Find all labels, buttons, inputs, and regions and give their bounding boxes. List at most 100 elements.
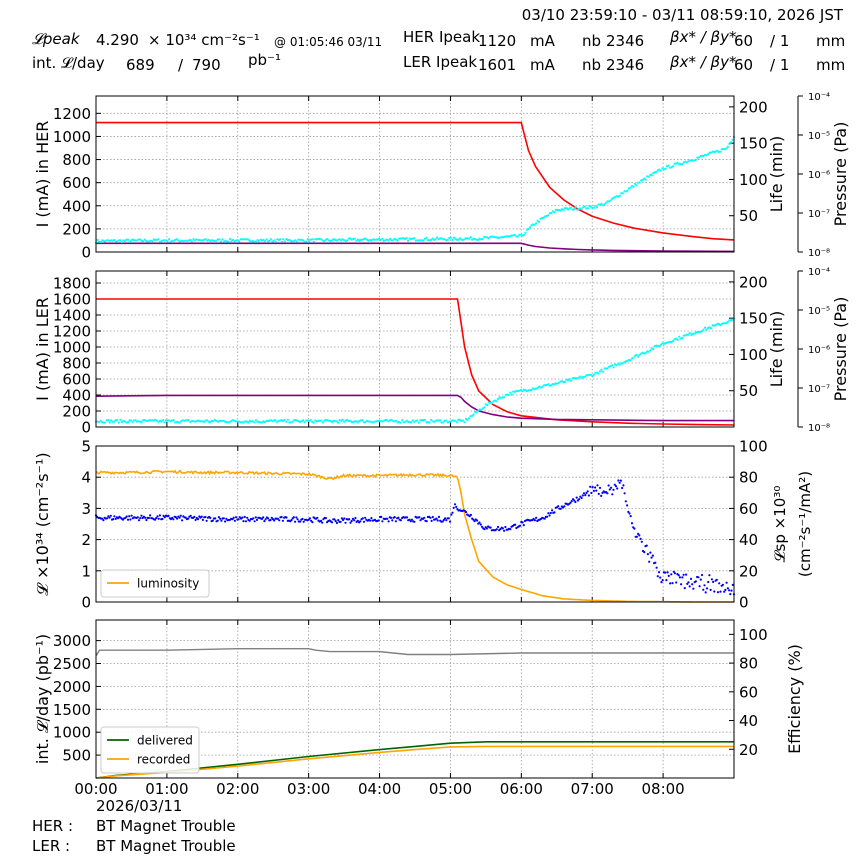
life-point (298, 420, 302, 424)
pressure-axis-label: Pressure (Pa) (831, 122, 850, 227)
life-point (538, 220, 541, 223)
specific-point (688, 585, 691, 588)
specific-point (700, 573, 704, 577)
life-point (413, 420, 416, 423)
intl-label: int. 𝓛/day (32, 54, 105, 72)
specific-point (624, 500, 627, 503)
specific-point (635, 535, 639, 538)
life-point (428, 421, 431, 424)
specific-point (361, 517, 364, 520)
life-point (618, 363, 621, 366)
life-point (416, 419, 419, 422)
life-point (668, 340, 672, 344)
life-point (274, 240, 277, 243)
specific-point (359, 520, 362, 523)
specific-point (730, 589, 733, 592)
specific-point (553, 511, 556, 514)
life-point (528, 226, 532, 229)
life-point (644, 351, 647, 354)
her-nb-value: 2346 (606, 32, 645, 50)
legend-box (100, 726, 200, 774)
specific-point (354, 516, 357, 520)
specific-point (276, 517, 279, 520)
specific-point (551, 509, 554, 512)
life-point (499, 396, 503, 399)
specific-point (667, 574, 670, 578)
specific-point (496, 525, 500, 529)
life-point (335, 420, 338, 423)
specific-point (340, 517, 343, 520)
life-point (283, 418, 286, 421)
life-point (120, 241, 123, 244)
specific-point (594, 486, 597, 489)
specific-point (597, 492, 600, 495)
specific-point (126, 518, 130, 521)
specific-point (339, 520, 342, 523)
specific-point (301, 517, 304, 521)
life-point (649, 349, 652, 352)
life-point (563, 380, 567, 383)
specific-point (648, 560, 651, 563)
her-ipeak-label: HER Ipeak (403, 28, 480, 46)
specific-point (503, 529, 506, 532)
specific-point (447, 517, 450, 520)
specific-point (728, 589, 731, 592)
specific-point (725, 581, 728, 584)
life-point (349, 419, 352, 422)
specific-point (452, 506, 455, 509)
life-point (286, 418, 289, 421)
life-point (598, 370, 602, 373)
life-point (247, 421, 250, 424)
time-range: 03/10 23:59:10 - 03/11 08:59:10, 2026 JS… (521, 6, 843, 24)
specific-point (519, 524, 522, 527)
specific-point (686, 582, 689, 586)
her-ipeak-unit: mA (530, 32, 555, 50)
life-point (477, 409, 480, 412)
specific-point (108, 516, 111, 519)
life-point (647, 175, 650, 178)
specific-point (451, 511, 454, 514)
life-point (477, 238, 480, 241)
series-life (94, 136, 736, 244)
y-tick-label: 600 (62, 371, 91, 389)
pressure-tick-label: 10⁻⁷ (808, 209, 830, 220)
specific-point (437, 515, 441, 519)
life-point (222, 419, 225, 423)
specific-point (596, 484, 599, 487)
life-point (594, 204, 597, 207)
life-point (580, 377, 583, 380)
specific-point (591, 486, 594, 489)
specific-point (280, 515, 283, 519)
y2-tick-label: 200 (739, 98, 768, 116)
life-point (123, 420, 126, 423)
y-tick-label: 1500 (53, 701, 91, 719)
y2-tick-label: 150 (739, 135, 768, 153)
specific-point (716, 591, 720, 594)
life-point (129, 419, 133, 422)
her-beta-x: 60 (734, 32, 754, 50)
life-point (641, 178, 644, 181)
pressure-axis-label: Pressure (Pa) (831, 297, 850, 402)
life-point (97, 421, 101, 424)
specific-point (601, 491, 604, 494)
specific-point (431, 515, 434, 519)
specific-point (155, 517, 158, 520)
life-point (160, 420, 163, 423)
life-point (503, 396, 506, 399)
life-point (283, 240, 286, 243)
specific-point (144, 516, 147, 519)
x-tick-label: 01:00 (145, 780, 188, 798)
life-point (247, 238, 250, 241)
specific-point (673, 572, 677, 575)
life-point (672, 165, 675, 168)
life-point (600, 202, 603, 205)
specific-point (189, 514, 192, 517)
life-point (305, 240, 308, 243)
specific-point (316, 516, 319, 519)
life-point (516, 235, 519, 238)
y-tick-label: 400 (62, 387, 91, 405)
intl-total: 790 (192, 56, 221, 74)
life-point (667, 164, 670, 167)
y-axis-label: I (mA) in LER (33, 297, 52, 401)
specific-point (689, 577, 693, 581)
